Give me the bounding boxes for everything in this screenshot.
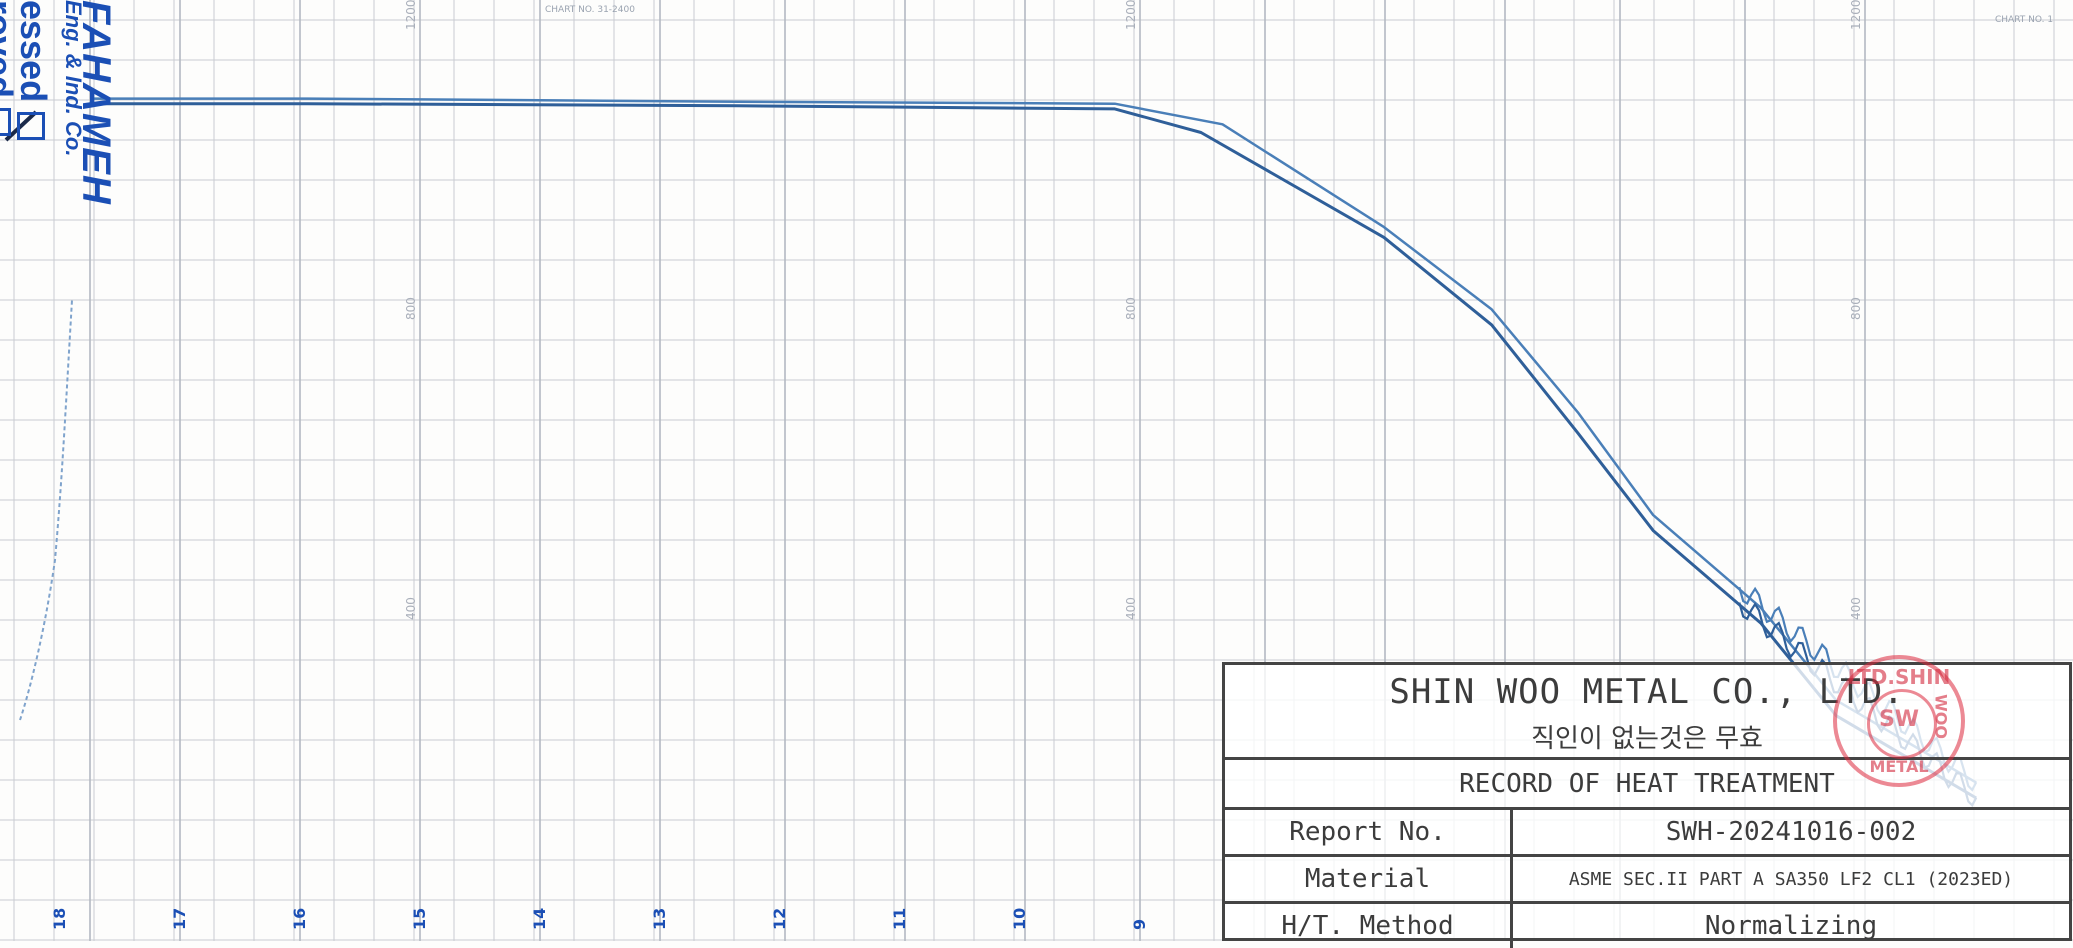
company-seal: LTD.SHIN WOO SW METAL xyxy=(1833,655,1965,787)
temperature-trace xyxy=(92,102,1977,800)
seal-top-text: LTD.SHIN xyxy=(1847,665,1951,689)
column-number: 10 xyxy=(1010,908,1029,930)
stamp-option-2: roved xyxy=(0,0,20,137)
material-row: Material ASME SEC.II PART A SA350 LF2 CL… xyxy=(1225,857,2069,904)
report-no-value: SWH-20241016-002 xyxy=(1665,817,1917,847)
scale-tick-label: 800 xyxy=(1849,297,1863,320)
material-value: ASME SEC.II PART A SA350 LF2 CL1 (2023ED… xyxy=(1568,868,2014,890)
column-number: 13 xyxy=(650,908,669,930)
column-number: 12 xyxy=(770,908,789,930)
column-number: 11 xyxy=(890,908,909,930)
stamp-company-sub: Eng. & Ind. Co. xyxy=(61,0,86,157)
method-row: H/T. Method Normalizing xyxy=(1225,904,2069,948)
column-number: 16 xyxy=(290,908,309,930)
column-numbers: 18 17 16 15 14 13 12 11 10 9 xyxy=(50,908,1149,930)
scale-tick-label: 400 xyxy=(1849,597,1863,620)
approval-stamp: FAHAMEH Eng. & Ind. Co. essed roved xyxy=(0,0,125,330)
temperature-trace xyxy=(92,97,1977,784)
scale-tick-label: 800 xyxy=(1124,297,1138,320)
initial-ramp-trace xyxy=(19,299,73,721)
seal-inner-ring xyxy=(1867,689,1937,759)
column-number: 18 xyxy=(50,908,69,930)
scale-tick-label: 1200 xyxy=(1124,0,1138,30)
column-number: 17 xyxy=(170,908,189,930)
scale-tick-label: 800 xyxy=(404,297,418,320)
scale-tick-label: 1200 xyxy=(404,0,418,30)
seal-bottom-text: METAL xyxy=(1869,757,1929,776)
check-mark-icon xyxy=(4,110,38,142)
scale-tick-label: 1200 xyxy=(1849,0,1863,30)
record-title: RECORD OF HEAT TREATMENT xyxy=(1459,768,1835,799)
column-number: 15 xyxy=(410,908,429,930)
seal-center-text: SW xyxy=(1878,707,1920,732)
material-label: Material xyxy=(1225,857,1513,901)
method-label: H/T. Method xyxy=(1225,904,1513,948)
method-value: Normalizing xyxy=(1704,911,1878,941)
company-name: SHIN WOO METAL CO., LTD. xyxy=(1389,672,1905,712)
record-title-row: RECORD OF HEAT TREATMENT xyxy=(1225,760,2069,810)
scale-tick-label: 400 xyxy=(404,597,418,620)
report-no-row: Report No. SWH-20241016-002 xyxy=(1225,810,2069,857)
column-number: 14 xyxy=(530,908,549,930)
report-no-label: Report No. xyxy=(1225,810,1513,854)
scale-ticks: 1200 800 400 1200 800 400 1200 800 400 xyxy=(404,0,1863,620)
record-header: SHIN WOO METAL CO., LTD. 직인이 없는것은 무효 xyxy=(1225,665,2069,760)
column-number: 9 xyxy=(1130,919,1149,930)
stamp-note: 직인이 없는것은 무효 xyxy=(1531,723,1763,754)
checkbox-icon xyxy=(16,112,45,141)
stamp-option-2-label: roved xyxy=(0,0,20,99)
scale-tick-label: 400 xyxy=(1124,597,1138,620)
chart-header-label-right: CHART NO. 1 xyxy=(1995,15,2053,25)
chart-header-label: CHART NO. 31-2400 xyxy=(545,5,635,15)
checkbox-icon xyxy=(0,108,11,137)
heat-treatment-record: SHIN WOO METAL CO., LTD. 직인이 없는것은 무효 REC… xyxy=(1222,662,2072,948)
